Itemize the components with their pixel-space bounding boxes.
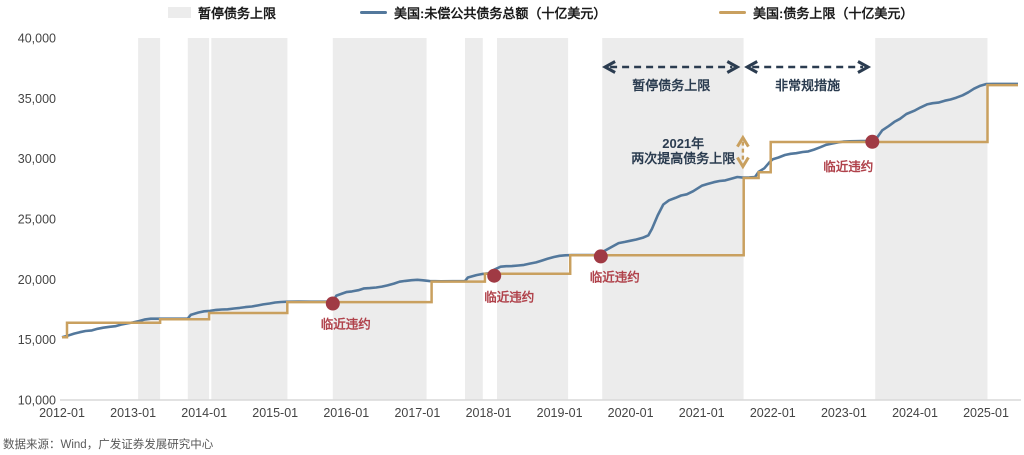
data-source-note: 数据来源：Wind，广发证券发展研究中心 xyxy=(3,439,214,451)
x-tick-label: 2023-01 xyxy=(821,406,867,420)
x-tick-label: 2013-01 xyxy=(110,406,156,420)
x-tick-label: 2017-01 xyxy=(394,406,440,420)
x-tick-label: 2022-01 xyxy=(750,406,796,420)
y-tick-label: 35,000 xyxy=(18,92,56,106)
legend-label: 暂停债务上限 xyxy=(198,5,277,21)
legend-item-debt: 美国:未偿公共债务总额（十亿美元） xyxy=(360,3,606,21)
x-tick-label: 2021-01 xyxy=(679,406,725,420)
suspension-band xyxy=(138,38,161,400)
dashed-span-arrow: 非常规措施 xyxy=(744,60,872,93)
x-axis-labels: 2012-01 2013-01 2014-01 2015-01 2016-01 2017-… xyxy=(39,406,1009,420)
x-tick-label: 2015-01 xyxy=(252,406,298,420)
near-default-dot xyxy=(865,134,880,149)
x-tick-label: 2012-01 xyxy=(39,406,85,420)
legend-item-suspension: 暂停债务上限 xyxy=(168,3,276,21)
suspension-band xyxy=(187,38,210,400)
near-default-dot xyxy=(325,296,340,311)
y-tick-label: 25,000 xyxy=(18,213,56,227)
x-tick-label: 2025-01 xyxy=(963,406,1009,420)
x-tick-label: 2018-01 xyxy=(466,406,512,420)
x-tick-label: 2019-01 xyxy=(537,406,583,420)
dashed-span-arrow: 暂停债务上限 xyxy=(601,60,741,93)
span-arrow-label: 非常规措施 xyxy=(775,78,840,93)
limit-line-swatch xyxy=(719,10,746,14)
suspension-band xyxy=(875,38,988,400)
legend-item-limit: 美国:债务上限（十亿美元） xyxy=(719,3,913,21)
limit-raise-arrow xyxy=(736,134,750,170)
near-default-dot xyxy=(593,249,608,264)
x-tick-label: 2014-01 xyxy=(181,406,227,420)
debt-line-swatch xyxy=(360,10,387,14)
y-tick-label: 20,000 xyxy=(18,273,56,287)
near-default-label: 临近违约 xyxy=(590,269,640,284)
near-default-label: 临近违约 xyxy=(484,290,534,305)
y-tick-label: 30,000 xyxy=(18,152,56,166)
suspension-band xyxy=(602,38,744,400)
suspension-band-swatch xyxy=(168,6,191,18)
suspension-band xyxy=(497,38,569,400)
near-default-label: 临近违约 xyxy=(321,317,371,332)
x-tick-label: 2024-01 xyxy=(892,406,938,420)
y-tick-label: 15,000 xyxy=(18,333,56,347)
span-arrow-label: 暂停债务上限 xyxy=(632,78,711,93)
y-tick-label: 40,000 xyxy=(18,32,56,46)
x-tick-label: 2016-01 xyxy=(323,406,369,420)
legend-label: 美国:债务上限（十亿美元） xyxy=(753,5,914,21)
legend-label: 美国:未偿公共债务总额（十亿美元） xyxy=(394,5,607,21)
x-tick-label: 2020-01 xyxy=(608,406,654,420)
suspension-band xyxy=(465,38,483,400)
near-default-label: 临近违约 xyxy=(823,159,873,174)
svg-text:两次提高债务上限: 两次提高债务上限 xyxy=(631,151,736,166)
y-axis-labels: 10,000 15,000 20,000 25,000 30,000 35,000 40,0… xyxy=(18,32,56,408)
suspension-bands xyxy=(138,38,988,400)
debt-limit-line xyxy=(62,83,1018,339)
svg-text:2021年: 2021年 xyxy=(662,136,704,151)
y-tick-label: 10,000 xyxy=(18,394,56,408)
suspension-band xyxy=(211,38,288,400)
chart-legend: 暂停债务上限 美国:未偿公共债务总额（十亿美元） 美国:债务上限（十亿美元） xyxy=(0,0,1024,26)
suspension-band xyxy=(332,38,427,400)
near-default-dot xyxy=(487,268,502,283)
